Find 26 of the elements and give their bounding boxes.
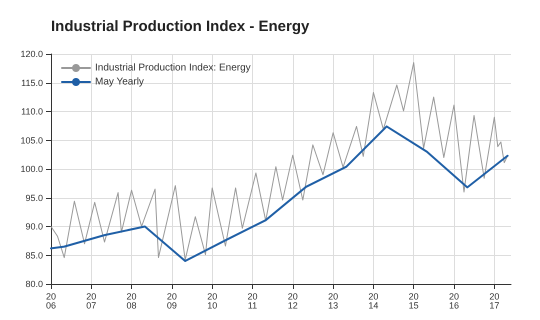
line-series (50, 125, 509, 262)
x-tick-label: 20 13 (328, 292, 338, 310)
x-tick-label: 20 07 (86, 292, 96, 310)
y-tick-label: 120.0 (20, 49, 43, 59)
x-tick-label: 20 15 (408, 292, 419, 310)
x-tick-label: 20 14 (368, 292, 378, 310)
x-tick-label: 20 09 (166, 292, 177, 310)
legend-label: Industrial Production Index: Energy (95, 62, 251, 74)
legend-label: May Yearly (95, 76, 144, 88)
x-tick-label: 20 08 (126, 292, 137, 310)
y-tick-label: 100.0 (20, 164, 43, 174)
x-tick-label: 20 17 (489, 292, 500, 310)
y-tick-label: 85.0 (25, 250, 43, 260)
x-tick-label: 20 16 (448, 292, 459, 310)
y-tick-label: 115.0 (21, 78, 43, 88)
y-tick-label: 90.0 (25, 222, 43, 232)
y-tick-label: 105.0 (20, 135, 43, 146)
x-tick-label: 20 10 (207, 292, 218, 310)
x-tick-label: 20 12 (288, 292, 298, 310)
chart-title: Industrial Production Index - Energy (51, 18, 310, 35)
line-series (50, 62, 508, 260)
x-tick-label: 20 11 (247, 292, 258, 310)
x-tick-label: 20 06 (46, 292, 56, 310)
y-tick-label: 95.0 (25, 192, 43, 203)
y-tick-label: 80.0 (25, 279, 43, 289)
y-tick-label: 110.0 (21, 106, 43, 116)
